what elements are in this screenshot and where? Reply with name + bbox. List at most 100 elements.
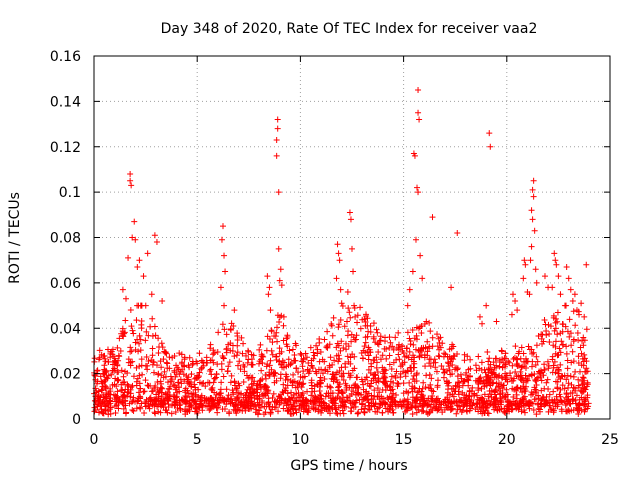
roti-point-background bbox=[278, 312, 285, 319]
roti-point-background bbox=[568, 359, 575, 366]
roti-point-background bbox=[280, 405, 287, 412]
roti-point-background bbox=[151, 409, 158, 416]
roti-point-background bbox=[543, 327, 550, 334]
roti-point-background bbox=[284, 390, 291, 397]
roti-point-background bbox=[502, 350, 509, 357]
roti-point-background bbox=[533, 382, 540, 389]
roti-point-background bbox=[321, 358, 328, 365]
roti-point bbox=[551, 250, 558, 257]
roti-point-background bbox=[352, 381, 359, 388]
roti-point-background bbox=[546, 330, 553, 337]
roti-point bbox=[573, 307, 580, 314]
roti-point-background bbox=[464, 353, 471, 360]
roti-point-background bbox=[381, 366, 388, 373]
roti-point-background bbox=[512, 369, 519, 376]
roti-point-background bbox=[276, 358, 283, 365]
roti-point-background bbox=[521, 409, 528, 416]
roti-point-background bbox=[264, 361, 271, 368]
roti-point-background bbox=[149, 315, 156, 322]
roti-point-background bbox=[380, 399, 387, 406]
roti-point-background bbox=[129, 358, 136, 365]
roti-point-background bbox=[235, 380, 242, 387]
roti-point-background bbox=[487, 391, 494, 398]
roti-point bbox=[530, 177, 537, 184]
roti-point-background bbox=[161, 368, 168, 375]
roti-point-background bbox=[473, 400, 480, 407]
roti-point-background bbox=[390, 346, 397, 353]
roti-point-background bbox=[350, 404, 357, 411]
roti-point-background bbox=[293, 342, 300, 349]
roti-point-background bbox=[117, 348, 124, 355]
roti-point-background bbox=[104, 375, 111, 382]
roti-point-background bbox=[498, 347, 505, 354]
roti-point-background bbox=[98, 408, 105, 415]
roti-point-background bbox=[341, 323, 348, 330]
roti-point-background bbox=[291, 351, 298, 358]
roti-point-background bbox=[473, 367, 480, 374]
roti-point bbox=[527, 257, 534, 264]
roti-point-background bbox=[447, 371, 454, 378]
roti-point-background bbox=[487, 381, 494, 388]
roti-point-background bbox=[482, 400, 489, 407]
roti-point-background bbox=[151, 323, 158, 330]
roti-point-background bbox=[304, 388, 311, 395]
roti-point-background bbox=[229, 387, 236, 394]
roti-point-background bbox=[410, 341, 417, 348]
roti-point-background bbox=[496, 383, 503, 390]
roti-point-background bbox=[580, 334, 587, 341]
roti-point bbox=[347, 216, 354, 223]
roti-point-background bbox=[151, 400, 158, 407]
roti-point bbox=[514, 307, 521, 314]
roti-point-background bbox=[388, 366, 395, 373]
roti-point-background bbox=[357, 304, 364, 311]
roti-point-background bbox=[202, 383, 209, 390]
roti-point-background bbox=[487, 361, 494, 368]
roti-point bbox=[119, 286, 126, 293]
roti-point-background bbox=[112, 409, 119, 416]
roti-point-background bbox=[445, 379, 452, 386]
roti-point-background bbox=[538, 331, 545, 338]
roti-point bbox=[280, 313, 287, 320]
roti-point-background bbox=[100, 391, 107, 398]
roti-point-background bbox=[339, 303, 346, 310]
roti-point-background bbox=[429, 334, 436, 341]
roti-point-background bbox=[579, 374, 586, 381]
roti-point bbox=[552, 257, 559, 264]
roti-point-background bbox=[199, 407, 206, 414]
roti-point-background bbox=[128, 384, 135, 391]
roti-point-background bbox=[266, 403, 273, 410]
roti-point-background bbox=[577, 344, 584, 351]
roti-point-background bbox=[111, 358, 118, 365]
roti-point-background bbox=[345, 358, 352, 365]
roti-point-background bbox=[387, 339, 394, 346]
roti-point-background bbox=[582, 406, 589, 413]
roti-point-background bbox=[274, 324, 281, 331]
y-tick-label: 0.02 bbox=[50, 367, 81, 383]
roti-point-background bbox=[552, 369, 559, 376]
roti-point-background bbox=[323, 344, 330, 351]
roti-point-background bbox=[550, 407, 557, 414]
roti-point-background bbox=[239, 407, 246, 414]
roti-point-background bbox=[570, 358, 577, 365]
roti-point-background bbox=[143, 353, 150, 360]
roti-point-background bbox=[218, 379, 225, 386]
roti-point-background bbox=[561, 385, 568, 392]
roti-point-background bbox=[282, 377, 289, 384]
roti-point-background bbox=[312, 394, 319, 401]
roti-point-background bbox=[439, 409, 446, 416]
roti-point-background bbox=[333, 369, 340, 376]
roti-point-background bbox=[466, 387, 473, 394]
roti-point-background bbox=[390, 390, 397, 397]
roti-point-background bbox=[466, 398, 473, 405]
roti-point-background bbox=[181, 378, 188, 385]
x-tick-label: 20 bbox=[498, 432, 516, 448]
roti-point-background bbox=[578, 350, 585, 357]
roti-point-background bbox=[430, 388, 437, 395]
roti-point-background bbox=[484, 409, 491, 416]
roti-point-background bbox=[221, 326, 228, 333]
roti-point-background bbox=[253, 386, 260, 393]
roti-point-background bbox=[184, 380, 191, 387]
roti-point-background bbox=[127, 348, 134, 355]
roti-point bbox=[583, 261, 590, 268]
roti-point-background bbox=[564, 372, 571, 379]
